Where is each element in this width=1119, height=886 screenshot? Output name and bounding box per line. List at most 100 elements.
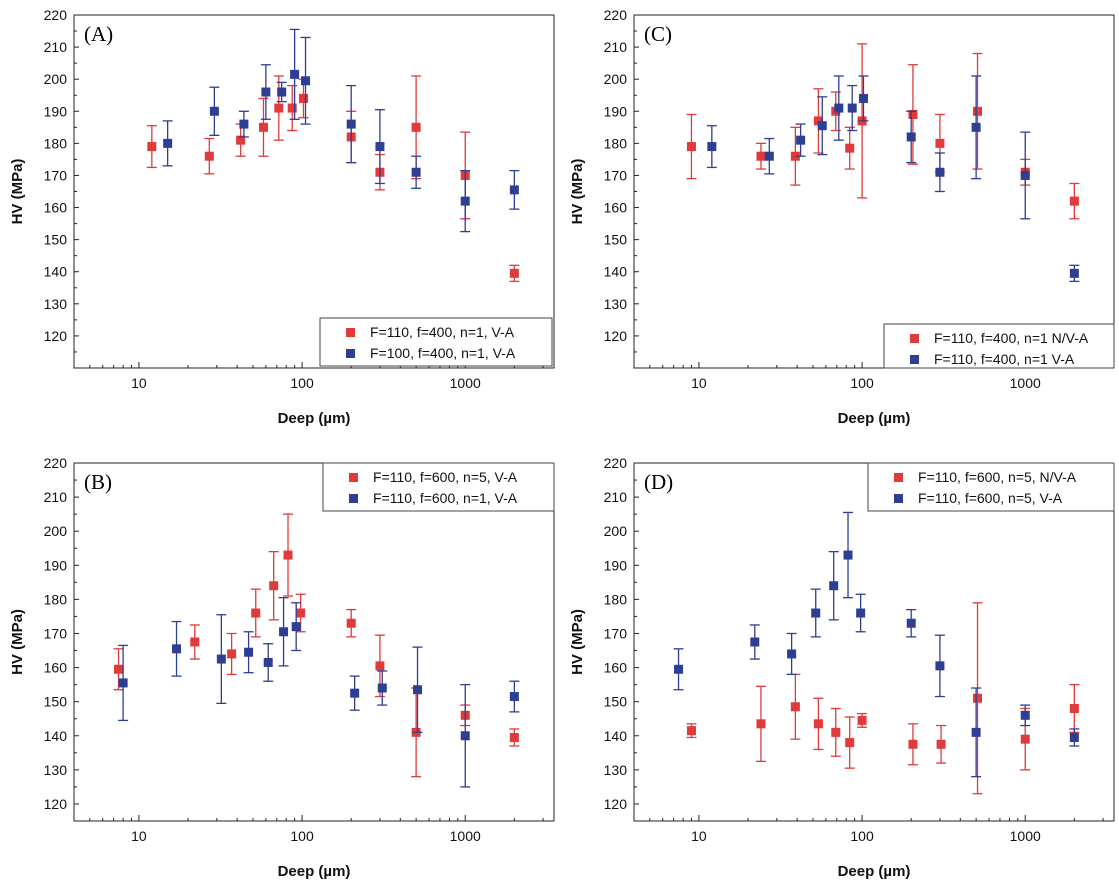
data-point — [750, 637, 760, 647]
data-point — [811, 608, 821, 618]
y-tick-label: 120 — [604, 796, 628, 812]
plot-frame — [73, 14, 555, 369]
legend-label: F=110, f=600, n=1, V-A — [373, 490, 518, 506]
data-point — [973, 106, 983, 116]
data-point — [906, 618, 916, 628]
y-axis-title: HV (MPa) — [9, 159, 26, 225]
data-point — [509, 732, 519, 742]
data-point — [843, 550, 853, 560]
legend-box — [867, 462, 1115, 512]
data-point — [1069, 268, 1079, 278]
y-tick-label: 140 — [44, 264, 68, 280]
panel-c: 120 130 140 150 160 170 180 190 200 210 220 10 100 10… — [569, 7, 1115, 427]
legend-label: F=110, f=400, n=1, V-A — [370, 324, 515, 340]
data-point — [787, 649, 797, 659]
y-tick-label: 130 — [44, 296, 68, 312]
data-point — [274, 103, 284, 113]
data-point — [908, 109, 918, 119]
x-tick-label: 100 — [290, 375, 314, 391]
data-point — [269, 581, 279, 591]
data-point — [845, 143, 855, 153]
data-point — [377, 683, 387, 693]
y-tick-label: 200 — [604, 523, 628, 539]
data-point — [756, 719, 766, 729]
data-point — [973, 693, 983, 703]
y-tick-label: 150 — [604, 232, 628, 248]
data-point — [291, 622, 301, 632]
data-point — [227, 649, 237, 659]
series-red — [146, 75, 520, 283]
legend-label: F=110, f=600, n=5, V-A — [373, 469, 518, 485]
y-tick-label: 170 — [44, 167, 68, 183]
panel-b: 120 130 140 150 160 170 180 190 200 210 220 10 100 10… — [9, 455, 555, 880]
data-point — [971, 122, 981, 132]
legend-label: F=110, f=400, n=1 V-A — [934, 351, 1075, 367]
data-point — [857, 715, 867, 725]
y-tick-label: 190 — [604, 557, 628, 573]
data-point — [509, 185, 519, 195]
series-red — [686, 602, 1080, 795]
legend-box — [319, 317, 553, 367]
data-point — [764, 151, 774, 161]
data-point — [935, 167, 945, 177]
data-point — [287, 103, 297, 113]
data-point — [1020, 734, 1030, 744]
y-axis-title: HV (MPa) — [9, 609, 26, 675]
data-point — [829, 581, 839, 591]
y-tick-label: 190 — [44, 557, 68, 573]
data-point — [163, 138, 173, 148]
y-tick-label: 180 — [44, 135, 68, 151]
x-tick-label: 1000 — [450, 828, 481, 844]
legend-marker — [349, 494, 358, 503]
data-point — [411, 122, 421, 132]
y-tick-label: 200 — [604, 71, 628, 87]
x-tick-label: 1000 — [1010, 828, 1041, 844]
data-point — [790, 151, 800, 161]
x-tick-label: 10 — [131, 375, 147, 391]
data-point — [1020, 710, 1030, 720]
data-point — [118, 678, 128, 688]
data-point — [813, 719, 823, 729]
x-tick-label: 10 — [691, 828, 707, 844]
plot-frame — [73, 462, 555, 822]
data-point — [460, 196, 470, 206]
y-tick-label: 180 — [44, 591, 68, 607]
legend: F=110, f=400, n=1, V-A F=100, f=400, n=1,… — [319, 317, 553, 367]
data-point — [251, 608, 261, 618]
data-point — [204, 151, 214, 161]
data-point — [277, 87, 287, 97]
legend-marker — [346, 349, 355, 358]
series-red — [686, 43, 1080, 220]
data-point — [686, 142, 696, 152]
data-point — [1069, 196, 1079, 206]
data-point — [935, 138, 945, 148]
data-point — [283, 550, 293, 560]
legend-marker — [910, 355, 919, 364]
data-point — [834, 103, 844, 113]
data-point — [971, 727, 981, 737]
y-tick-label: 200 — [44, 523, 68, 539]
y-axis-title: HV (MPa) — [569, 609, 586, 675]
y-tick-label: 210 — [44, 39, 68, 55]
y-tick-label: 120 — [44, 328, 68, 344]
data-point — [147, 142, 157, 152]
data-point — [244, 647, 254, 657]
series-blue — [162, 28, 520, 233]
x-tick-label: 100 — [290, 828, 314, 844]
data-point — [790, 702, 800, 712]
data-point — [239, 119, 249, 129]
x-axis-title: Deep (µm) — [278, 863, 351, 880]
plot-frame — [633, 14, 1115, 369]
data-point — [261, 87, 271, 97]
data-point — [301, 76, 311, 86]
data-point — [858, 93, 868, 103]
data-point — [906, 132, 916, 142]
data-point — [460, 731, 470, 741]
data-point — [908, 739, 918, 749]
data-point — [707, 142, 717, 152]
legend-label: F=110, f=400, n=1 N/V-A — [934, 330, 1089, 346]
data-point — [114, 664, 124, 674]
y-axis-title: HV (MPa) — [569, 159, 586, 225]
panel-a: 120 130 140 150 160 170 180 190 200 210 220 10 100 10… — [9, 7, 555, 427]
data-point — [756, 151, 766, 161]
